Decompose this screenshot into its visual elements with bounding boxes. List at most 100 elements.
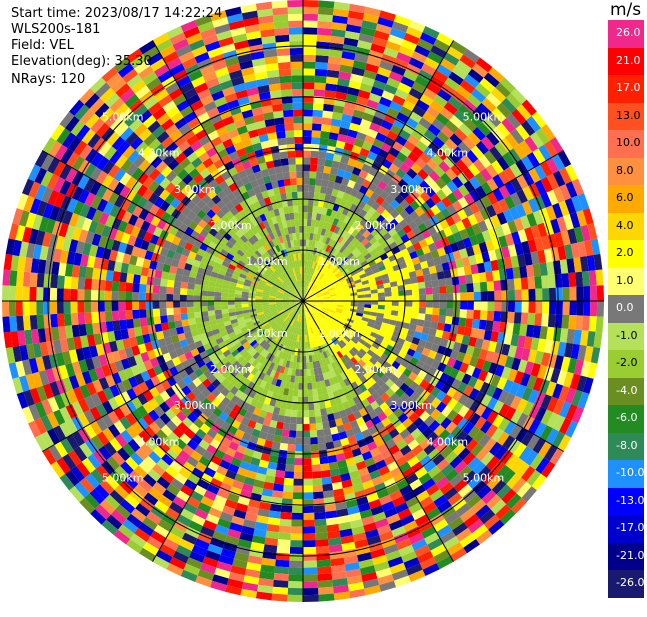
velocity-cell [318, 443, 327, 451]
velocity-cell [36, 301, 43, 315]
velocity-cell [426, 294, 433, 301]
velocity-cell [160, 308, 167, 316]
velocity-cell [105, 291, 112, 301]
velocity-cell [105, 280, 113, 291]
velocity-cell [522, 289, 529, 301]
velocity-cell [303, 404, 309, 411]
velocity-cell [180, 301, 187, 307]
velocity-cell [528, 289, 535, 301]
velocity-cell [479, 320, 487, 330]
velocity-cell [289, 554, 303, 561]
velocity-cell [311, 451, 320, 458]
velocity-cell [590, 286, 597, 301]
velocity-cell [43, 301, 50, 315]
velocity-cell [325, 504, 337, 512]
velocity-cell [438, 279, 446, 287]
velocity-cell [303, 451, 311, 458]
velocity-cell [29, 287, 36, 301]
velocity-cell [317, 28, 332, 36]
velocity-cell [465, 318, 473, 328]
velocity-cell [139, 292, 146, 301]
velocity-cell [214, 292, 221, 297]
velocity-cell [84, 301, 91, 313]
velocity-cell [307, 226, 311, 233]
velocity-cell [316, 546, 330, 554]
velocity-cell [419, 301, 426, 307]
velocity-cell [309, 178, 316, 185]
velocity-cell [159, 294, 166, 302]
velocity-cell [315, 519, 327, 527]
velocity-cell [446, 285, 453, 293]
velocity-cell [310, 158, 318, 165]
velocity-cell [385, 292, 392, 297]
velocity-cell [320, 131, 330, 139]
velocity-cell [466, 283, 474, 292]
velocity-cell [125, 292, 132, 301]
velocity-cell [280, 443, 289, 451]
velocity-cell [303, 137, 312, 144]
velocity-cell [583, 286, 590, 301]
velocity-cell [64, 301, 71, 314]
velocity-cell [50, 301, 57, 314]
velocity-cell [297, 404, 303, 411]
velocity-cell [556, 287, 563, 301]
velocity-cell [563, 287, 570, 301]
velocity-cell [318, 0, 334, 8]
velocity-cell [173, 301, 180, 308]
velocity-cell [228, 301, 235, 305]
velocity-cell [50, 314, 58, 328]
velocity-cell [481, 291, 488, 301]
velocity-cell [568, 315, 576, 330]
velocity-cell [323, 166, 331, 174]
velocity-cell [515, 301, 522, 313]
velocity-cell [307, 219, 312, 226]
velocity-cell [276, 421, 284, 429]
velocity-cell [576, 301, 583, 316]
velocity-cell [272, 587, 288, 595]
velocity-cell [92, 268, 100, 280]
velocity-cell [303, 103, 313, 110]
velocity-cell [303, 383, 308, 390]
velocity-cell [313, 110, 323, 118]
velocity-cell [590, 301, 597, 316]
velocity-cell [425, 314, 433, 321]
velocity-cell [556, 301, 563, 315]
velocity-cell [180, 288, 187, 295]
velocity-cell [50, 288, 57, 301]
velocity-cell [23, 272, 31, 287]
velocity-cell [322, 117, 332, 125]
velocity-cell [287, 444, 295, 451]
velocity-cell [426, 287, 433, 294]
velocity-cell [568, 272, 576, 287]
velocity-cell [303, 376, 307, 383]
velocity-cell [140, 275, 148, 284]
velocity-cell [207, 306, 214, 311]
velocity-cell [458, 275, 466, 284]
velocity-cell [303, 363, 307, 370]
velocity-cell [426, 301, 433, 308]
velocity-cell [446, 309, 453, 317]
velocity-cell [508, 301, 515, 312]
velocity-cell [317, 436, 325, 444]
velocity-cell [303, 205, 308, 212]
velocity-cell [153, 309, 160, 317]
velocity-cell [371, 305, 378, 309]
velocity-cell [474, 292, 481, 301]
velocity-cell [311, 444, 319, 451]
velocity-cell [312, 130, 321, 138]
velocity-cell [303, 116, 313, 123]
velocity-cell [221, 297, 228, 301]
velocity-cell [277, 539, 290, 547]
velocity-cell [419, 288, 426, 295]
velocity-cell [309, 417, 316, 424]
velocity-cell [187, 295, 194, 301]
velocity-cell [133, 274, 141, 284]
velocity-cell [528, 301, 535, 313]
velocity-cell [555, 314, 563, 328]
velocity-cell [326, 442, 335, 450]
velocity-cell [303, 554, 317, 561]
velocity-cell [194, 312, 202, 318]
velocity-cell [465, 274, 473, 284]
velocity-cell [273, 435, 282, 443]
velocity-cell [283, 423, 290, 431]
